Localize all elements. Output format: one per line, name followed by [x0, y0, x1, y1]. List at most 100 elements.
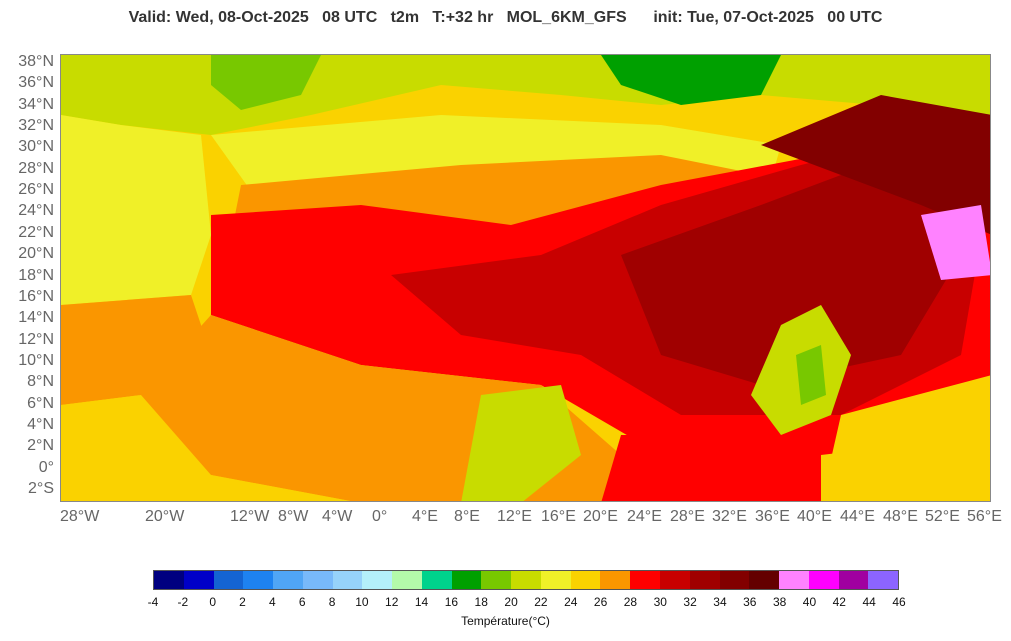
- temperature-field: [61, 55, 990, 501]
- indian-ocean: [821, 375, 990, 501]
- lat-label: 36°N: [18, 74, 54, 92]
- lon-label: 12°W: [230, 508, 270, 525]
- color-tick-label: 38: [772, 595, 787, 609]
- color-swatch: [660, 571, 690, 589]
- color-tick-label: 44: [862, 595, 876, 609]
- color-swatch: [302, 571, 333, 589]
- lat-label: 6°N: [27, 394, 54, 412]
- color-tick-label: 28: [623, 595, 638, 609]
- atlantic-yellow: [61, 115, 211, 305]
- color-tick-label: 6: [298, 595, 306, 609]
- lat-label: 18°N: [18, 266, 54, 284]
- lat-label: 34°N: [18, 95, 54, 113]
- color-tick-label: 22: [534, 595, 548, 609]
- lat-label: 20°N: [18, 245, 54, 263]
- lat-label: 0°: [38, 458, 54, 476]
- color-swatch: [451, 571, 482, 589]
- hot-spot-pink: [921, 205, 990, 280]
- lat-label: 26°N: [18, 181, 54, 199]
- congo-green: [461, 385, 581, 501]
- lon-label: 8°E: [454, 508, 480, 525]
- lat-label: 38°N: [18, 53, 54, 70]
- lat-label: 4°N: [27, 415, 54, 433]
- lon-label: 40°E: [797, 508, 832, 525]
- color-swatch: [362, 571, 393, 589]
- color-tick-label: 32: [683, 595, 697, 609]
- lon-label: 4°E: [412, 508, 438, 525]
- lat-label: 28°N: [18, 159, 54, 177]
- temperature-map[interactable]: [60, 54, 991, 502]
- lon-label: 4°W: [322, 508, 353, 525]
- lon-label: 32°E: [712, 508, 747, 525]
- lon-label: 36°E: [755, 508, 790, 525]
- color-swatch: [749, 571, 780, 589]
- lon-label: 28°W: [60, 508, 100, 525]
- color-tick-label: 42: [832, 595, 846, 609]
- lon-label: 12°E: [497, 508, 532, 525]
- color-tick-label: -2: [177, 595, 189, 609]
- color-swatch: [689, 571, 720, 589]
- color-tick-label: 8: [328, 595, 336, 609]
- color-tick-label: 2: [239, 595, 246, 609]
- lon-label: 48°E: [883, 508, 918, 525]
- mediterranean-green: [601, 55, 781, 105]
- color-tick-label: 36: [743, 595, 757, 609]
- color-tick-label: 0: [209, 595, 217, 609]
- lat-label: 30°N: [18, 138, 54, 156]
- color-swatch: [600, 571, 631, 589]
- color-swatch: [808, 571, 839, 589]
- lon-label: 52°E: [925, 508, 960, 525]
- lat-label: 24°N: [18, 202, 54, 220]
- lon-label: 0°: [372, 508, 388, 525]
- color-swatch: [481, 571, 512, 589]
- lat-label: 22°N: [18, 223, 54, 241]
- color-swatch: [630, 571, 661, 589]
- color-swatch: [154, 571, 184, 589]
- lon-label: 8°W: [278, 508, 309, 525]
- color-tick-label: 18: [474, 595, 488, 609]
- lat-label: 2°S: [28, 480, 54, 497]
- color-swatch: [183, 571, 214, 589]
- lon-label: 20°W: [145, 508, 185, 525]
- color-swatch: [570, 571, 601, 589]
- color-swatch: [719, 571, 750, 589]
- color-swatch: [540, 571, 571, 589]
- lon-label: 56°E: [967, 508, 1002, 525]
- color-tick-label: 20: [504, 595, 518, 609]
- color-tick-label: 26: [593, 595, 608, 609]
- color-tick-label: 30: [653, 595, 667, 609]
- lat-label: 14°N: [18, 309, 54, 327]
- color-swatch: [868, 571, 899, 589]
- color-tick-label: 12: [385, 595, 399, 609]
- arabia-hot: [761, 95, 990, 235]
- lat-label: 10°N: [18, 351, 54, 369]
- color-tick-label: 34: [713, 595, 727, 609]
- south-atlantic: [61, 395, 351, 501]
- iberia-green: [211, 55, 321, 110]
- lat-label: 12°N: [18, 330, 54, 348]
- color-swatch: [213, 571, 244, 589]
- atlantic-orange: [61, 295, 211, 405]
- color-tick-label: 40: [802, 595, 817, 609]
- lon-label: 20°E: [583, 508, 618, 525]
- color-swatch: [421, 571, 452, 589]
- color-tick-label: 24: [564, 595, 578, 609]
- color-swatch: [243, 571, 274, 589]
- color-swatch: [273, 571, 303, 589]
- color-swatch: [392, 571, 422, 589]
- lat-label: 32°N: [18, 117, 54, 135]
- lon-label: 28°E: [670, 508, 705, 525]
- lon-label: 44°E: [840, 508, 875, 525]
- lat-label: 16°N: [18, 287, 54, 305]
- color-swatch: [779, 571, 809, 589]
- lon-label: 24°E: [627, 508, 662, 525]
- color-swatch: [511, 571, 541, 589]
- east-africa-red: [601, 435, 821, 501]
- color-scale-unit: Température(°C): [461, 614, 550, 628]
- lat-label: 2°N: [27, 437, 54, 455]
- map-title: Valid: Wed, 08-Oct-2025 08 UTC t2m T:+32…: [128, 9, 883, 26]
- color-swatch: [838, 571, 869, 589]
- highlands-green: [796, 345, 826, 405]
- color-scale-bar: [153, 570, 899, 590]
- color-tick-label: 16: [444, 595, 459, 609]
